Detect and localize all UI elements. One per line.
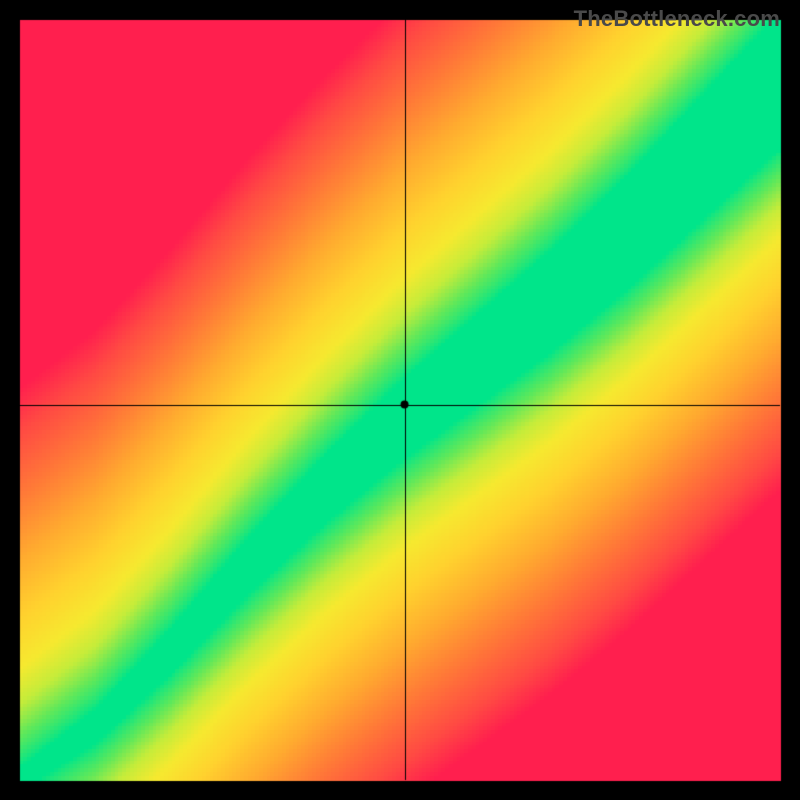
watermark-text: TheBottleneck.com <box>574 6 780 32</box>
figure-wrap: TheBottleneck.com <box>0 0 800 800</box>
bottleneck-heatmap <box>0 0 800 800</box>
